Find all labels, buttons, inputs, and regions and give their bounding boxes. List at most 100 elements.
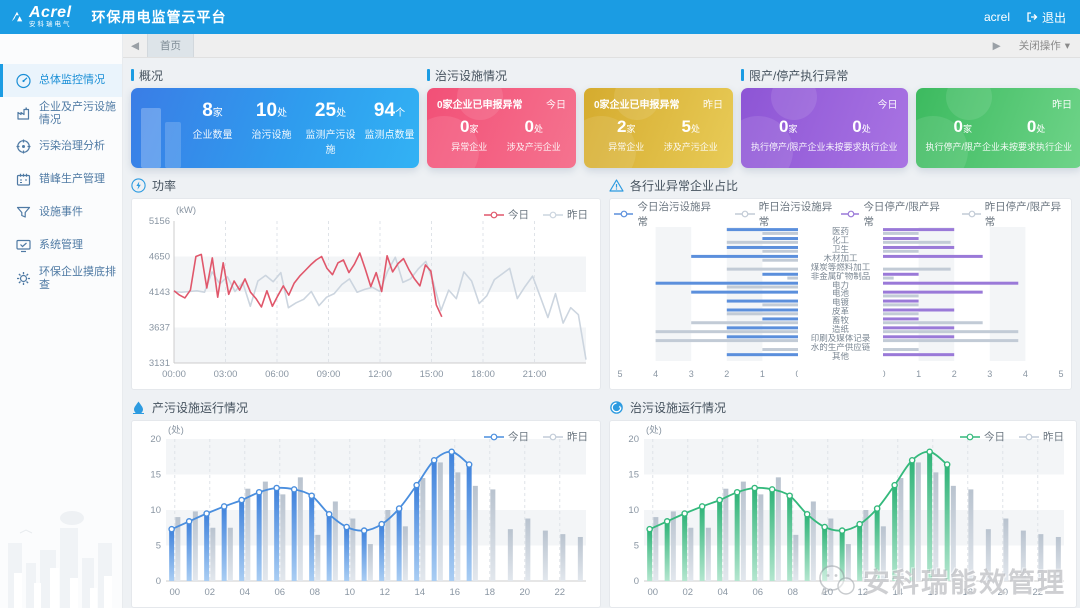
legend-item[interactable]: 昨日停产/限产异常	[961, 199, 1067, 229]
legend-item[interactable]: 今日停产/限产异常	[840, 199, 946, 229]
card-headline: 0家企业已申报异常	[594, 100, 680, 111]
sidebar-item-label: 总体监控情况	[39, 74, 105, 87]
legend-label: 昨日停产/限产异常	[984, 201, 1062, 228]
industry-category: 其他	[831, 351, 849, 361]
industry-panel: 各行业异常企业占比 今日治污设施异常 昨日治污设施异常 今日停产/限产异常 昨日停产…	[609, 176, 1072, 390]
legend-label: 昨日治污设施异常	[758, 201, 833, 228]
card-period: 今日	[546, 100, 566, 111]
power-icon	[131, 177, 146, 193]
prod-chart: 00 02 04 06 08 10 12 14 16 18 20 22 0 5 10 15 20 (处)	[150, 424, 586, 598]
svg-text:16: 16	[449, 587, 460, 598]
svg-text:5: 5	[617, 369, 622, 379]
sidebar-item-6[interactable]: 系统管理	[0, 229, 122, 262]
legend-item[interactable]: 今日	[960, 429, 1005, 444]
card-stat: 5处 涉及产污企业	[663, 117, 718, 152]
svg-text:3: 3	[987, 369, 992, 379]
svg-text:20: 20	[628, 434, 639, 445]
industry-category: 电力	[831, 280, 849, 290]
logout-icon	[1027, 12, 1038, 22]
svg-text:5156: 5156	[149, 216, 170, 227]
chevron-down-icon: ▾	[1064, 39, 1070, 52]
sidebar-item-2[interactable]: 企业及产污设施情况	[0, 97, 122, 130]
treat-chart: 00 02 04 06 08 10 12 14 16 18 20 22 0 5 10 15 20 (处)	[628, 424, 1064, 598]
legend-item[interactable]: 昨日	[543, 429, 588, 444]
legend-item[interactable]: 昨日	[543, 207, 588, 222]
svg-text:03:00: 03:00	[214, 369, 238, 380]
legend-item[interactable]: 今日	[484, 207, 529, 222]
sidebar-item-label: 环保企业摸底排查	[39, 265, 116, 291]
gold-card: 0家企业已申报异常 昨日 2家 异常企业 5处 涉及产污企业	[584, 88, 733, 168]
svg-text:08: 08	[309, 587, 320, 598]
funnel-icon	[15, 204, 32, 221]
svg-text:22: 22	[1032, 587, 1043, 598]
svg-text:06: 06	[274, 587, 285, 598]
industry-title: 各行业异常企业占比	[630, 178, 739, 193]
svg-text:14: 14	[414, 587, 425, 598]
svg-text:4143: 4143	[149, 287, 170, 298]
legend-item[interactable]: 今日	[484, 429, 529, 444]
overview-stat: 10处 治污设施	[251, 100, 292, 141]
main-content: 概况 8家 企业数量 10处 治污设施 25处 监测产污设施 94个 监测点数量 治污设施情况…	[123, 58, 1080, 608]
svg-text:20: 20	[519, 587, 530, 598]
sidebar-item-7[interactable]: 环保企业摸底排查	[0, 262, 122, 295]
overview-card: 8家 企业数量 10处 治污设施 25处 监测产污设施 94个 监测点数量	[131, 88, 419, 168]
close-operations-dropdown[interactable]: 关闭操作 ▾	[1009, 34, 1080, 57]
restriction-section: 限产/停产执行异常 今日 0家 执行停产/限产企业 0处 未按要求执行企业 昨日 0家 执行停…	[741, 66, 1080, 168]
card-headline: 0家企业已申报异常	[437, 100, 523, 111]
prod-facility-panel: 产污设施运行情况 今日 昨日 00 02 04 06 08 10 12 14 16 18 20 22 0 5…	[131, 398, 601, 608]
legend-label: 今日	[984, 431, 1005, 443]
svg-text:00: 00	[647, 587, 658, 598]
svg-text:04: 04	[717, 587, 728, 598]
sidebar-item-3[interactable]: 污染治理分析	[0, 130, 122, 163]
tabs-scroll-right-icon[interactable]: ▶	[992, 39, 1001, 52]
svg-text:18: 18	[962, 587, 973, 598]
svg-text:15: 15	[150, 470, 161, 481]
overview-stat: 94个 监测点数量	[364, 100, 415, 141]
target-icon	[15, 138, 32, 155]
recycle-icon	[609, 400, 624, 415]
svg-text:21:00: 21:00	[523, 369, 547, 380]
overview-stat: 8家 企业数量	[192, 100, 233, 141]
svg-text:20: 20	[997, 587, 1008, 598]
industry-category: 木材加工	[823, 253, 858, 263]
card-period: 今日	[877, 100, 898, 111]
svg-text:12: 12	[857, 587, 868, 598]
svg-text:12: 12	[379, 587, 390, 598]
svg-text:10: 10	[344, 587, 355, 598]
svg-text:(处): (处)	[646, 425, 662, 436]
legend-item[interactable]: 昨日	[1019, 429, 1064, 444]
card-stat: 0处 未按要求执行企业	[1000, 117, 1073, 152]
treatment-title: 治污设施情况	[435, 68, 508, 83]
sidebar-item-label: 企业及产污设施情况	[39, 100, 116, 126]
sidebar-item-4[interactable]: 错峰生产管理	[0, 163, 122, 196]
brand-logo: Acrel 安科瑞电气	[10, 5, 72, 29]
svg-text:3637: 3637	[149, 323, 170, 334]
svg-text:10: 10	[150, 505, 161, 516]
sidebar-item-5[interactable]: 设施事件	[0, 196, 122, 229]
sidebar-item-1[interactable]: 总体监控情况	[0, 64, 122, 97]
tab-home[interactable]: 首页	[147, 34, 194, 57]
legend-label: 今日停产/限产异常	[863, 201, 940, 228]
legend-item[interactable]: 今日治污设施异常	[614, 199, 719, 229]
industry-left-chart: 5 4 3 2 1 0	[617, 227, 798, 379]
svg-text:06: 06	[752, 587, 763, 598]
svg-text:0: 0	[795, 369, 798, 379]
svg-text:5: 5	[1058, 369, 1063, 379]
acrel-logo-icon	[11, 11, 23, 22]
tabs-scroll-left-icon[interactable]: ◀	[130, 39, 140, 52]
legend-item[interactable]: 昨日治污设施异常	[735, 199, 840, 229]
green-card: 昨日 0家 执行停产/限产企业 0处 未按要求执行企业	[915, 88, 1080, 168]
app-header: Acrel 安科瑞电气 环保用电监管云平台 acrel 退出	[0, 0, 1080, 34]
power-legend: 今日 昨日	[484, 207, 588, 222]
treat-legend: 今日 昨日	[960, 429, 1064, 444]
overview-section: 概况 8家 企业数量 10处 治污设施 25处 监测产污设施 94个 监测点数量	[131, 66, 419, 168]
power-chart-box: 今日 昨日 00:00 03:00 06:00 09:00 12:00 15:00 18:00…	[131, 198, 601, 390]
pink-card: 0家企业已申报异常 今日 0家 异常企业 0处 涉及产污企业	[427, 88, 576, 168]
svg-text:06:00: 06:00	[265, 369, 289, 380]
industry-left-legend: 今日治污设施异常 昨日治污设施异常	[614, 201, 841, 228]
svg-text:1: 1	[760, 369, 765, 379]
logout-button[interactable]: 退出	[1026, 9, 1066, 26]
card-stat: 0家 异常企业	[451, 117, 488, 152]
svg-text:2: 2	[724, 369, 729, 379]
username[interactable]: acrel	[983, 10, 1010, 24]
